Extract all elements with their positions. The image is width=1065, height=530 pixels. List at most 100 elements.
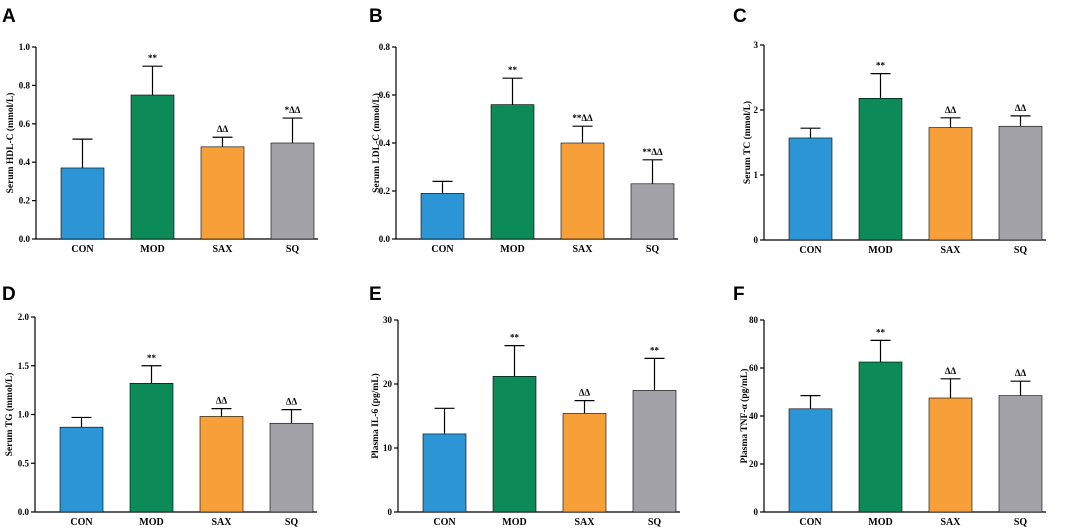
category-label: CON	[71, 244, 94, 255]
bar-mod	[858, 361, 903, 513]
y-tick-label: 2	[754, 105, 759, 115]
y-tick-label: 0.0	[18, 507, 30, 517]
y-tick-label: 1.0	[18, 410, 30, 420]
y-tick-label: 20	[383, 379, 393, 389]
bar-con	[59, 426, 104, 513]
y-tick-label: 0	[754, 507, 759, 517]
significance-label: **	[510, 333, 520, 343]
y-tick-label: 2.0	[18, 312, 30, 322]
significance-label: **	[876, 327, 886, 337]
chart-panel-b: B Serum LDL-C (mmol/L) 0.0 0.2 0.4 0.6 0.8 CON *…	[369, 6, 678, 255]
error-bar	[572, 125, 593, 143]
y-tick-label: 0.0	[379, 234, 391, 244]
y-tick-label: 0.6	[19, 119, 31, 129]
y-tick-label: 0.8	[19, 80, 31, 90]
error-bar	[642, 159, 663, 184]
category-label: SAX	[211, 517, 232, 528]
bar-con	[420, 193, 465, 240]
panel-letter: C	[733, 6, 747, 27]
bar-con	[60, 167, 105, 240]
y-axis-label: Serum HDL-C (mmol/L)	[5, 93, 16, 194]
error-bar	[1010, 115, 1031, 127]
significance-label: ΔΔ	[217, 124, 229, 134]
significance-label: ΔΔ	[945, 105, 957, 115]
y-tick-label: 0.4	[19, 157, 31, 167]
y-tick-label: 0.4	[379, 138, 391, 148]
category-label: CON	[431, 244, 454, 255]
error-bar	[281, 409, 302, 424]
y-tick-label: 20	[749, 459, 759, 469]
error-bar	[644, 357, 665, 391]
bar-sq	[269, 422, 314, 513]
chart-panel-c: C Serum TC (mmol/L) 0 1 2 3 CON ** MOD ΔΔ SAX ΔΔ SQ	[733, 6, 1046, 256]
y-axis-label: Serum LDL-C (mmol/L)	[371, 93, 382, 193]
panel-letter: A	[2, 6, 16, 27]
significance-label: ΔΔ	[216, 396, 228, 406]
chart-panel-d: D Serum TG (mmol/L) 0.0 0.5 1.0 1.5 2.0 CON ** MO…	[2, 284, 317, 528]
bar-con	[422, 433, 467, 513]
category-label: MOD	[140, 244, 164, 255]
y-tick-label: 40	[749, 411, 759, 421]
category-label: SQ	[648, 517, 662, 528]
bar-mod	[490, 104, 535, 240]
category-label: SQ	[285, 517, 299, 528]
bar-sq	[632, 390, 677, 513]
bar-sq	[270, 142, 315, 240]
category-label: CON	[799, 245, 822, 256]
category-label: MOD	[868, 245, 892, 256]
y-tick-label: 30	[383, 315, 393, 325]
bar-mod	[129, 382, 174, 513]
category-label: SAX	[574, 517, 595, 528]
category-label: SQ	[1014, 517, 1028, 528]
error-bar	[870, 72, 891, 99]
y-tick-label: 1.5	[18, 361, 30, 371]
significance-label: **	[650, 345, 660, 355]
panel-letter: E	[369, 284, 382, 305]
category-label: MOD	[502, 517, 526, 528]
bar-sax	[928, 397, 973, 513]
bar-sax	[200, 146, 245, 240]
significance-label: **	[147, 353, 157, 363]
y-tick-label: 0	[388, 507, 393, 517]
significance-label: **	[148, 53, 158, 63]
bar-sq	[630, 183, 675, 240]
y-axis-label: Plasma TNF-α (pg/mL)	[739, 369, 750, 464]
significance-label: ΔΔ	[286, 397, 298, 407]
category-label: SAX	[572, 244, 593, 255]
y-tick-label: 80	[749, 315, 759, 325]
y-axis-label: Serum TG (mmol/L)	[4, 373, 15, 457]
category-label: CON	[70, 517, 93, 528]
bar-con	[788, 137, 833, 241]
significance-label: ΔΔ	[579, 388, 591, 398]
category-label: MOD	[500, 244, 524, 255]
y-tick-label: 60	[749, 363, 759, 373]
error-bar	[800, 127, 821, 138]
bar-sq	[998, 125, 1043, 241]
error-bar	[72, 138, 93, 168]
significance-label: **ΔΔ	[572, 113, 593, 123]
y-tick-label: 0.2	[379, 186, 391, 196]
bar-mod	[492, 376, 537, 513]
significance-label: ΔΔ	[1015, 103, 1027, 113]
bar-mod	[130, 94, 175, 240]
y-tick-label: 10	[383, 443, 393, 453]
error-bar	[432, 180, 453, 194]
error-bar	[940, 117, 961, 128]
category-label: SAX	[940, 245, 961, 256]
bar-con	[788, 408, 833, 513]
chart-panel-e: E Plasma IL-6 (pg/mL) 0 10 20 30 CON ** MOD ΔΔ SAX…	[369, 284, 680, 528]
bar-sax	[560, 142, 605, 240]
error-bar	[870, 339, 891, 362]
error-bar	[940, 378, 961, 398]
y-tick-label: 1.0	[19, 42, 31, 52]
category-label: SQ	[646, 244, 660, 255]
y-tick-label: 0.8	[379, 42, 391, 52]
bar-sax	[928, 127, 973, 241]
error-bar	[1010, 380, 1031, 396]
error-bar	[800, 395, 821, 409]
category-label: SQ	[286, 244, 300, 255]
significance-label: ΔΔ	[945, 366, 957, 376]
category-label: MOD	[139, 517, 163, 528]
y-tick-label: 0.5	[18, 458, 30, 468]
error-bar	[434, 407, 455, 434]
